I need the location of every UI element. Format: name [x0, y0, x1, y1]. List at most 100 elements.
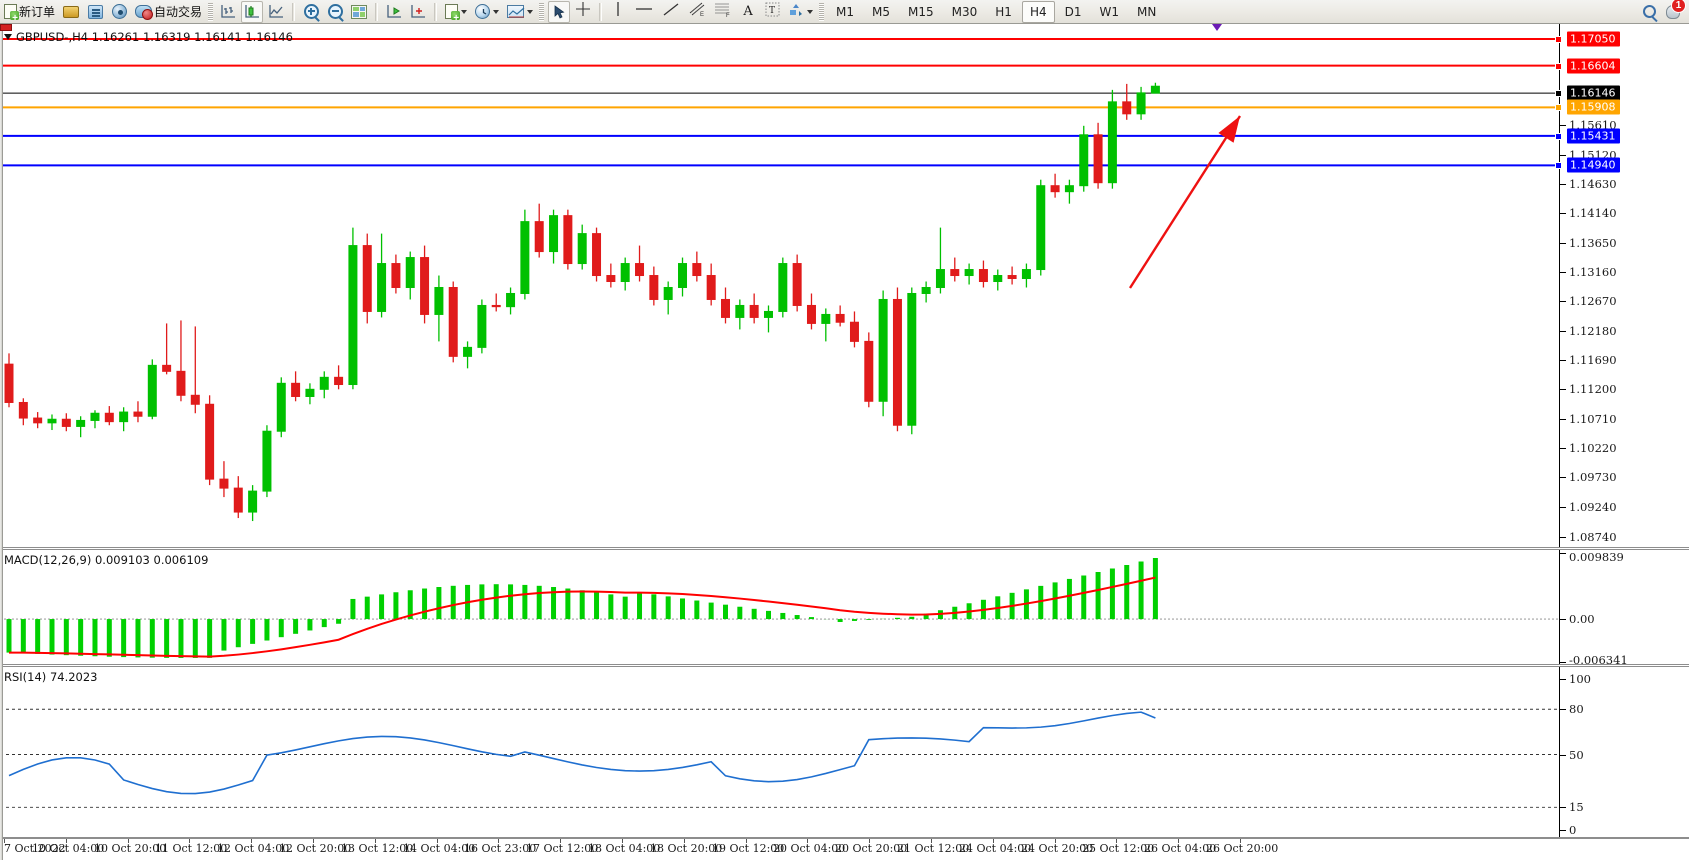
price-tick: [1560, 154, 1566, 156]
zoom-out-button[interactable]: [324, 1, 346, 23]
price-tick: [1560, 125, 1566, 127]
rsi-tick: [1560, 754, 1566, 756]
price-level-label-support[interactable]: 1.14940: [1567, 157, 1620, 173]
chevron-down-icon[interactable]: [493, 9, 500, 14]
rsi-plot[interactable]: [0, 667, 1559, 837]
equidistant-channel-button[interactable]: E: [685, 1, 709, 23]
price-level-label-support[interactable]: 1.15431: [1567, 128, 1620, 144]
svg-text:F: F: [726, 13, 730, 17]
timeframe-d1[interactable]: D1: [1064, 4, 1082, 19]
macd-plot[interactable]: [0, 550, 1559, 664]
macd-tick: [1560, 619, 1566, 621]
toolbar-divider-4: [599, 2, 603, 21]
line-chart-button[interactable]: [265, 1, 287, 23]
fibonacci-button[interactable]: F: [711, 1, 735, 23]
period-button[interactable]: [472, 1, 502, 23]
toolbar-grip-drawing[interactable]: [539, 2, 545, 21]
signals-button[interactable]: [108, 1, 130, 23]
indicator-list-button[interactable]: [407, 1, 429, 23]
vertical-line-button[interactable]: [607, 1, 629, 23]
rsi-tick-label: 80: [1569, 702, 1584, 717]
text-label-button[interactable]: T: [761, 1, 783, 23]
time-axis[interactable]: 7 Oct 2022 10 Oct 04:00 10 Oct 20:00 11 Oct…: [0, 838, 1689, 860]
macd-svg: [0, 558, 1559, 658]
time-axis-label: 14 Oct 04:00: [403, 842, 476, 855]
bar-chart-button[interactable]: [217, 1, 239, 23]
level-handle[interactable]: [1555, 62, 1562, 70]
toolbar-grip-charttype[interactable]: [208, 2, 214, 21]
level-handle[interactable]: [1555, 162, 1562, 170]
macd-tick-label: 0.009839: [1569, 550, 1624, 564]
horizontal-line-button[interactable]: [631, 1, 657, 23]
price-axis[interactable]: 1.17050 1.16604 1.16146 1.15908 1.15610 1.154…: [1555, 24, 1689, 547]
price-level-label-resistance[interactable]: 1.17050: [1567, 31, 1620, 47]
timeframe-m5[interactable]: M5: [872, 4, 891, 19]
chart-top-marker: [1212, 24, 1222, 31]
price-level-label-resistance[interactable]: 1.16604: [1567, 58, 1620, 74]
chevron-down-icon[interactable]: [807, 9, 814, 14]
level-handle[interactable]: [1555, 90, 1562, 98]
price-level-label-current-price[interactable]: 1.16146: [1567, 85, 1620, 101]
time-axis-label: 17 Oct 12:00: [526, 842, 599, 855]
tile-windows-button[interactable]: [348, 1, 370, 23]
folder-button[interactable]: [60, 1, 82, 23]
add-indicator-button[interactable]: [442, 1, 470, 24]
crosshair-button[interactable]: [572, 1, 594, 23]
crosshair-icon: [575, 1, 591, 22]
chevron-down-icon[interactable]: [461, 9, 468, 14]
price-tick: [1560, 418, 1566, 420]
price-level-label-pending-order[interactable]: 1.15908: [1567, 99, 1620, 115]
price-tick-label: 1.10710: [1569, 411, 1617, 426]
chevron-down-icon[interactable]: [527, 9, 534, 14]
level-handle[interactable]: [1555, 35, 1562, 43]
macd-axis[interactable]: 0.009839 0.00 -0.006341: [1559, 550, 1689, 667]
notifications-button[interactable]: 1: [1662, 0, 1686, 23]
zoom-in-button[interactable]: [300, 1, 322, 23]
trendline-button[interactable]: [659, 1, 683, 23]
text-button[interactable]: A: [737, 1, 759, 23]
search-icon: [1642, 5, 1656, 18]
new-order-button[interactable]: 新订单: [1, 1, 58, 24]
price-tick: [1560, 242, 1566, 244]
template-button[interactable]: [504, 1, 536, 23]
candle-chart-icon: [244, 4, 260, 19]
candle-chart-button[interactable]: [241, 0, 264, 23]
expert-advisor-button[interactable]: [383, 1, 405, 23]
new-order-icon: [4, 4, 19, 24]
time-axis-tick: [498, 839, 499, 843]
indicator-list-icon: [410, 4, 426, 19]
price-tick: [1560, 447, 1566, 449]
timeframe-w1[interactable]: W1: [1099, 4, 1120, 19]
price-pane[interactable]: GBPUSD-,H4 1.16261 1.16319 1.16141 1.161…: [0, 24, 1689, 548]
rsi-axis[interactable]: 100 80 50 15 0: [1559, 667, 1689, 837]
price-tick: [1560, 213, 1566, 215]
chevron-down-icon[interactable]: [4, 34, 12, 40]
macd-pane[interactable]: MACD(12,26,9) 0.009103 0.006109 0.009839…: [0, 549, 1689, 667]
cursor-button[interactable]: [548, 0, 571, 23]
shapes-button[interactable]: [785, 1, 816, 23]
auto-trading-button[interactable]: 自动交易: [132, 1, 205, 23]
timeframe-m30[interactable]: M30: [951, 4, 978, 19]
level-handle[interactable]: [1555, 132, 1562, 140]
time-axis-tick: [375, 839, 376, 843]
time-axis-label: 26 Oct 20:00: [1206, 842, 1279, 855]
timeframe-h4[interactable]: H4: [1021, 0, 1055, 23]
chart-area[interactable]: GBPUSD-,H4 1.16261 1.16319 1.16141 1.161…: [0, 24, 1689, 860]
toolbar-divider-2: [375, 2, 379, 21]
blue-window-icon: [87, 4, 103, 19]
timeframe-m15[interactable]: M15: [908, 4, 934, 19]
time-axis-label: 18 Oct 20:00: [650, 842, 723, 855]
price-tick: [1560, 301, 1566, 303]
toolbar-grip-timeframe[interactable]: [819, 2, 825, 21]
price-plot[interactable]: [0, 24, 1559, 547]
search-button[interactable]: [1638, 1, 1660, 23]
chart-left-scroll-edge[interactable]: [0, 24, 3, 860]
level-handle[interactable]: [1555, 104, 1562, 112]
timeframe-mn[interactable]: MN: [1137, 4, 1157, 19]
equidistant-channel-icon: E: [688, 1, 706, 22]
rsi-pane[interactable]: RSI(14) 74.2023 100 80 50 15 0: [0, 666, 1689, 838]
market-watch-button[interactable]: [84, 1, 106, 23]
timeframe-h1[interactable]: H1: [995, 4, 1012, 19]
time-axis-label: 25 Oct 12:00: [1082, 842, 1155, 855]
timeframe-m1[interactable]: M1: [836, 4, 855, 19]
